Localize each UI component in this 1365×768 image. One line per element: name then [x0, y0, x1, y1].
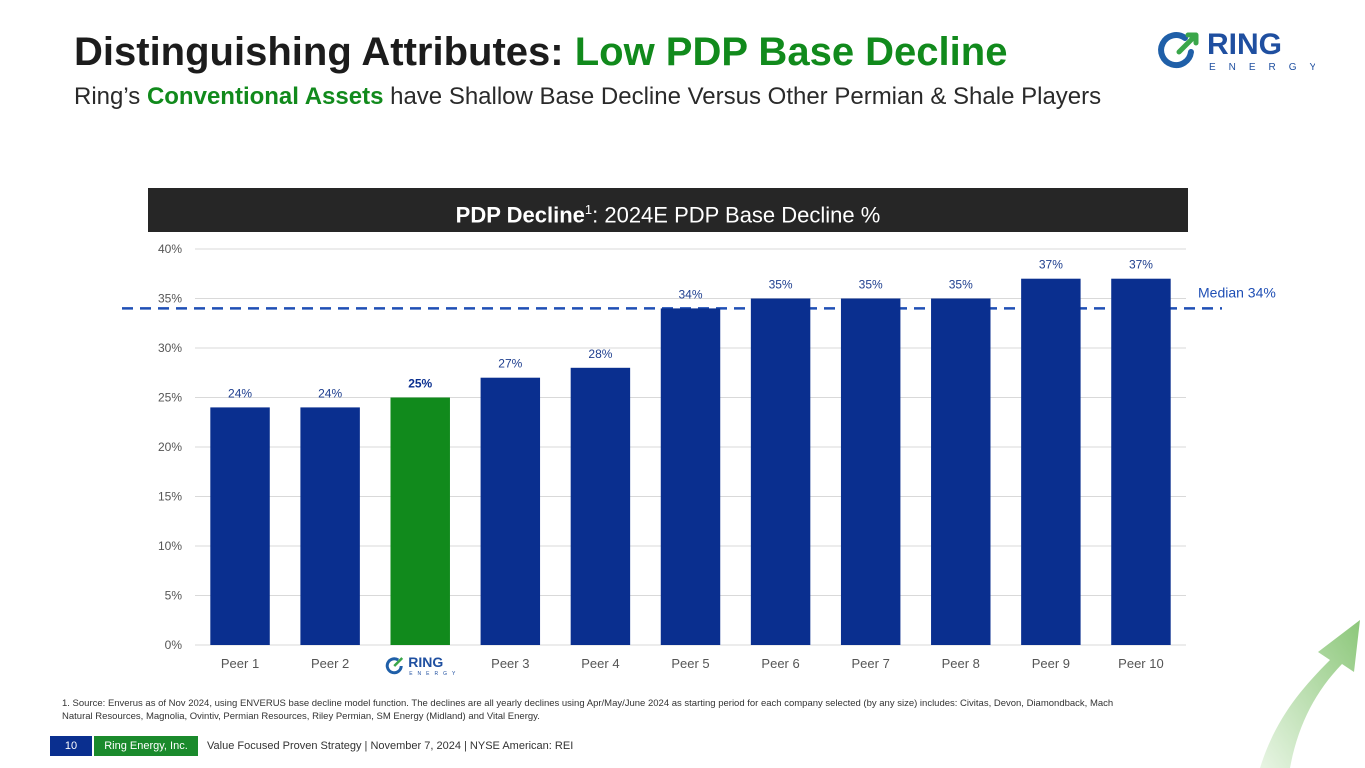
- x-tick-label: Peer 8: [942, 656, 980, 671]
- bar-value-label: 35%: [949, 278, 973, 292]
- title-main: Distinguishing Attributes:: [74, 30, 575, 74]
- footer-text: Value Focused Proven Strategy | November…: [207, 740, 574, 752]
- chart-header: PDP Decline1: 2024E PDP Base Decline %: [148, 188, 1188, 232]
- bar-value-label: 37%: [1129, 258, 1153, 272]
- page-subtitle: Ring’s Conventional Assets have Shallow …: [74, 83, 1101, 111]
- bar: [931, 298, 991, 645]
- x-tick-label: Peer 1: [221, 656, 259, 671]
- bar: [570, 367, 631, 645]
- page-number: 10: [50, 736, 92, 756]
- x-tick-sublabel: ENERGY: [409, 671, 460, 677]
- y-tick-label: 5%: [165, 589, 183, 603]
- subtitle-post: have Shallow Base Decline Versus Other P…: [383, 83, 1102, 110]
- x-tick-label: Peer 4: [581, 656, 619, 671]
- title-accent: Low PDP Base Decline: [574, 30, 1008, 74]
- bar-value-label: 35%: [859, 278, 883, 292]
- y-tick-label: 30%: [158, 341, 182, 355]
- chart-header-rest: : 2024E PDP Base Decline %: [592, 202, 881, 228]
- decorative-arrow-icon: [1260, 620, 1360, 768]
- bar: [480, 377, 541, 645]
- x-tick-label: Peer 10: [1118, 656, 1164, 671]
- y-tick-label: 40%: [158, 242, 182, 256]
- y-tick-label: 25%: [158, 391, 182, 405]
- subtitle-accent: Conventional Assets: [146, 83, 384, 110]
- x-tick-label: Peer 6: [761, 656, 799, 671]
- bar-ring-energy: [390, 397, 450, 645]
- x-tick-label: Peer 9: [1032, 656, 1070, 671]
- subtitle-pre: Ring’s: [74, 83, 147, 110]
- bar: [660, 308, 721, 645]
- bar: [300, 407, 360, 645]
- bar-value-label: 27%: [498, 357, 522, 371]
- median-label: Median 34%: [1198, 284, 1276, 300]
- ring-logo-mark: [385, 657, 403, 675]
- x-tick-label: Peer 5: [671, 656, 709, 671]
- chart-header-bold: PDP Decline: [455, 202, 585, 228]
- x-tick-label: RING: [408, 654, 443, 670]
- bar: [1021, 278, 1081, 645]
- ring-logo-arrow: [393, 657, 404, 667]
- y-tick-label: 20%: [158, 440, 182, 454]
- logo-sub-text: ENERGY: [1209, 62, 1315, 73]
- bar-value-label: 24%: [318, 386, 342, 400]
- bar-value-label: 34%: [678, 287, 702, 301]
- bar-value-label: 25%: [408, 377, 432, 391]
- bar-value-label: 37%: [1039, 258, 1063, 272]
- bar-value-label: 24%: [228, 386, 252, 400]
- bar-value-label: 35%: [769, 278, 793, 292]
- bar: [210, 407, 270, 645]
- y-tick-label: 35%: [158, 292, 182, 306]
- x-tick-label: Peer 3: [491, 656, 529, 671]
- x-tick-label: Peer 7: [852, 656, 890, 671]
- logo-brand-text: RING: [1207, 28, 1282, 61]
- bar: [750, 298, 811, 645]
- bar-value-label: 28%: [588, 347, 612, 361]
- y-tick-label: 10%: [158, 539, 182, 553]
- bar: [840, 298, 901, 645]
- y-tick-label: 0%: [165, 638, 183, 652]
- bar: [1111, 278, 1171, 645]
- y-tick-label: 15%: [158, 490, 182, 504]
- chart-header-sup: 1: [584, 202, 593, 217]
- x-tick-label: Peer 2: [311, 656, 349, 671]
- footnote: 1. Source: Enverus as of Nov 2024, using…: [62, 698, 1114, 722]
- footer-company: Ring Energy, Inc.: [94, 736, 198, 756]
- page-title: Distinguishing Attributes: Low PDP Base …: [74, 30, 1007, 75]
- ring-energy-logo: RING ENERGY: [1158, 28, 1315, 73]
